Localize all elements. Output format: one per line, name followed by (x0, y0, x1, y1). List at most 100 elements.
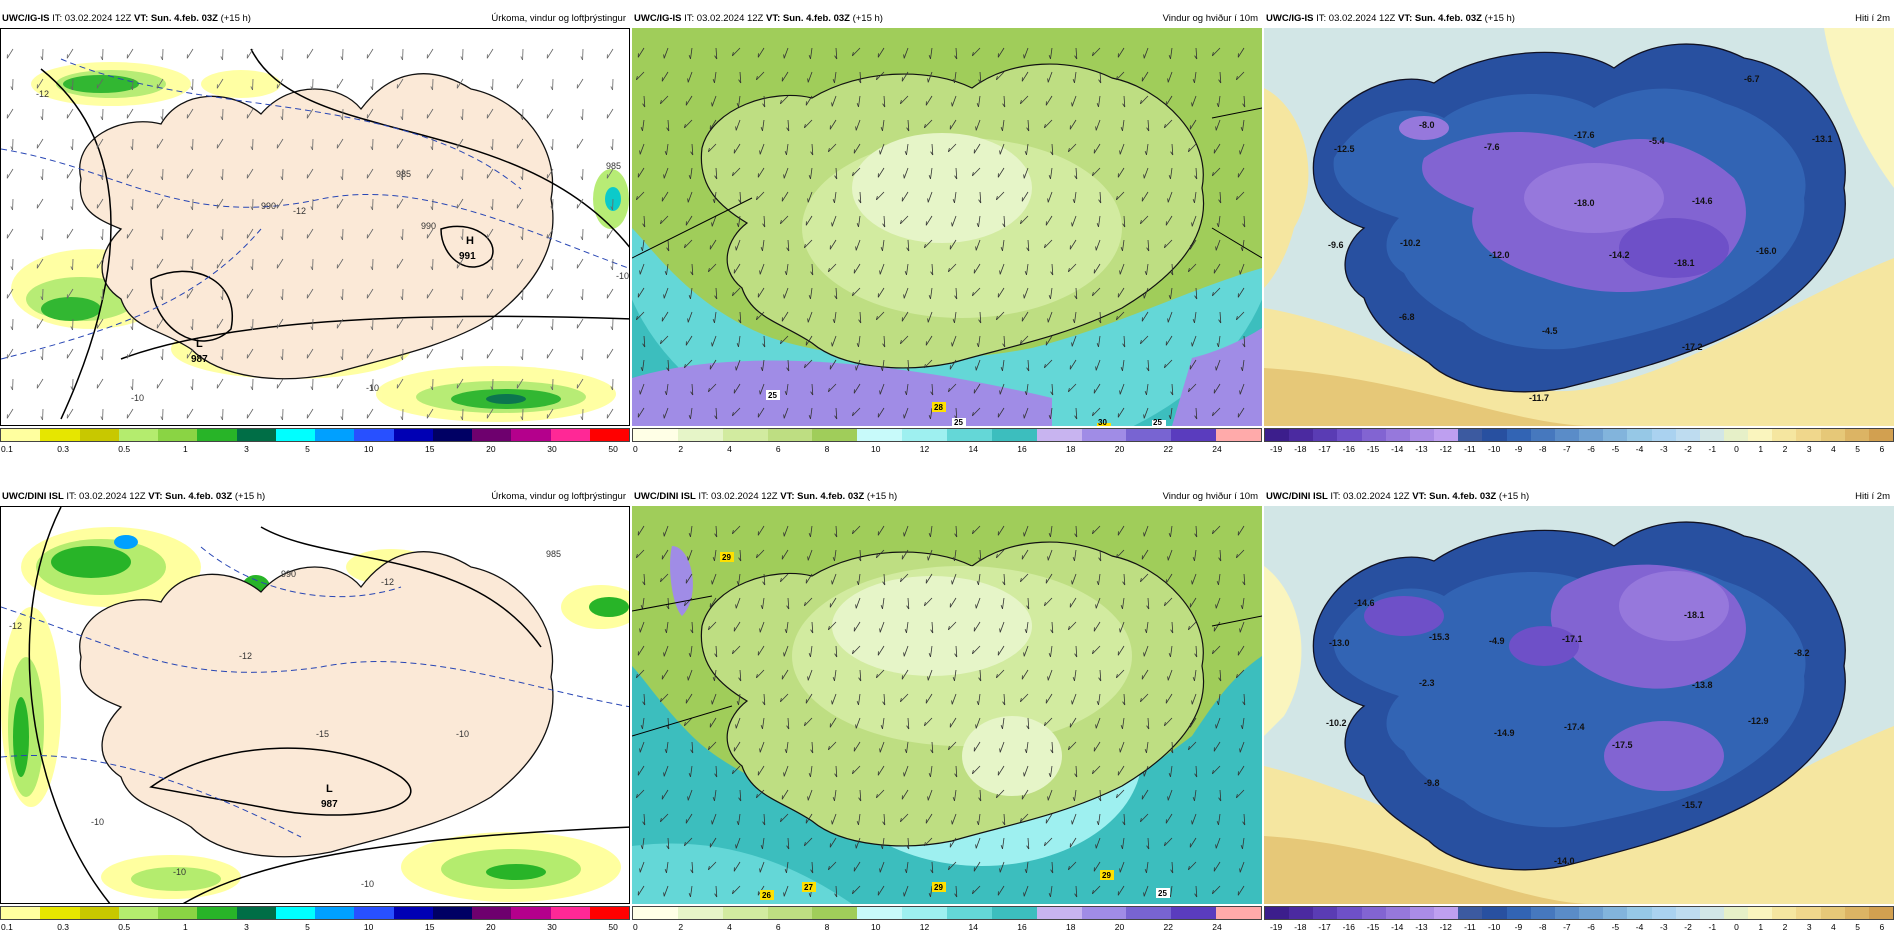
wind-arrow-head (40, 116, 43, 121)
wind-arrow (852, 47, 861, 57)
wind-arrow-head (876, 75, 878, 81)
colorbar-swatch (1458, 907, 1483, 919)
wind-arrow (1068, 861, 1077, 871)
wind-arrow-head (1068, 625, 1070, 631)
wind-arrow (1165, 95, 1173, 106)
wind-arrow-head (906, 725, 910, 730)
wind-arrow (246, 348, 254, 359)
wind-arrow (807, 71, 813, 83)
wind-arrow-head (460, 56, 463, 61)
wind-arrow (738, 813, 741, 825)
wind-arrow (1237, 47, 1245, 58)
colorbar-swatch (1820, 429, 1845, 441)
wind-arrow-head (688, 652, 691, 658)
colorbar-tick: 0 (633, 444, 638, 454)
colorbar-swatch (1530, 907, 1555, 919)
panel-header: UWC/DINI ISL IT: 03.02.2024 12Z VT: Sun.… (1264, 490, 1894, 504)
wind-arrow-head (880, 246, 883, 252)
wind-arrow (756, 669, 765, 679)
wind-arrow-head (1072, 556, 1075, 562)
wind-arrow-head (976, 820, 979, 826)
wind-arrow (996, 789, 1005, 799)
wind-arrow (639, 263, 645, 275)
colorbar-tick: -6 (1587, 922, 1595, 932)
wind-arrow (1243, 693, 1246, 706)
wind-arrow (1219, 311, 1222, 324)
wind-arrow-head (460, 356, 463, 361)
colorbar-swatch (197, 907, 237, 919)
wind-arrow (1050, 407, 1053, 419)
colorbar-swatch (1337, 429, 1362, 441)
wind-arrow (663, 47, 669, 59)
wind-arrow (783, 167, 789, 179)
wind-arrow (783, 645, 789, 657)
wind-arrow (852, 407, 861, 417)
wind-arrow (1167, 549, 1173, 561)
wind-arrow (1116, 549, 1125, 559)
wind-arrow-head (760, 724, 763, 730)
wind-arrow-head (1170, 629, 1174, 634)
colorbar-swatch (1651, 907, 1676, 919)
wind-arrow (781, 311, 789, 322)
wind-arrow-head (1212, 529, 1214, 535)
wind-arrow (336, 138, 344, 149)
isobar-label: -12 (293, 206, 306, 216)
wind-arrow (1117, 167, 1125, 178)
wind-arrow (783, 885, 789, 897)
wind-arrow (828, 861, 837, 871)
wind-arrow-head (1242, 581, 1246, 586)
temperature-map: -14.6 -13.0 -15.3 -4.9 -17.1 -18.1 -8.2 … (1264, 506, 1894, 904)
wind-arrow (1219, 669, 1222, 682)
wind-arrow (903, 167, 909, 179)
wind-arrow (1098, 813, 1101, 825)
wind-arrow-head (948, 267, 950, 273)
wind-arrow (927, 669, 933, 681)
wind-arrow (733, 741, 741, 752)
wind-arrow (1215, 239, 1221, 251)
svg-text:L: L (326, 783, 333, 795)
wind-arrow-head (1143, 652, 1145, 657)
wind-arrow (1239, 621, 1245, 633)
colorbar-tick: 5 (305, 922, 310, 932)
wind-arrow-head (832, 78, 835, 84)
wind-arrow-head (430, 146, 433, 151)
wind-arrow (660, 573, 669, 583)
wind-arrow (924, 359, 933, 369)
wind-arrow (906, 621, 909, 633)
wind-arrow (996, 191, 1005, 201)
wind-arrow (576, 138, 584, 149)
wind-arrow-head (690, 271, 694, 276)
wind-arrow (606, 48, 614, 59)
wind-arrow (948, 741, 957, 751)
wind-arrow (1171, 621, 1174, 634)
wind-arrow (1170, 47, 1173, 59)
wind-map: 25 28 25 30 25 (632, 28, 1262, 426)
wind-arrow (927, 191, 933, 203)
wind-arrow-head (1002, 581, 1006, 586)
wind-arrow-head (1218, 79, 1222, 84)
colorbar-swatch (1651, 429, 1676, 441)
wind-arrow-head (690, 151, 694, 156)
wind-arrow-head (732, 529, 734, 535)
wind-arrow-head (928, 54, 931, 60)
wind-arrow-head (1095, 126, 1097, 131)
colorbar-tick: -3 (1660, 922, 1668, 932)
wind-arrow-head (1044, 363, 1046, 369)
wind-arrow (691, 263, 694, 276)
wind-arrow (835, 645, 838, 658)
wind-arrow-head (1168, 294, 1171, 300)
wind-arrow (997, 645, 1005, 656)
wind-arrow (456, 378, 464, 389)
colorbar-tick: -2 (1684, 444, 1692, 454)
wind-arrow-head (903, 54, 905, 59)
wind-arrow (759, 383, 765, 395)
wind-arrow-head (807, 676, 809, 681)
isobar-label: 990 (421, 221, 436, 231)
wind-arrow-head (924, 721, 926, 727)
wind-arrow (780, 215, 789, 225)
wind-arrow (663, 287, 669, 299)
wind-arrow-head (160, 296, 163, 301)
wind-arrow (735, 239, 741, 251)
wind-arrow-head (876, 673, 878, 679)
colorbar-tick: 20 (1114, 922, 1125, 932)
